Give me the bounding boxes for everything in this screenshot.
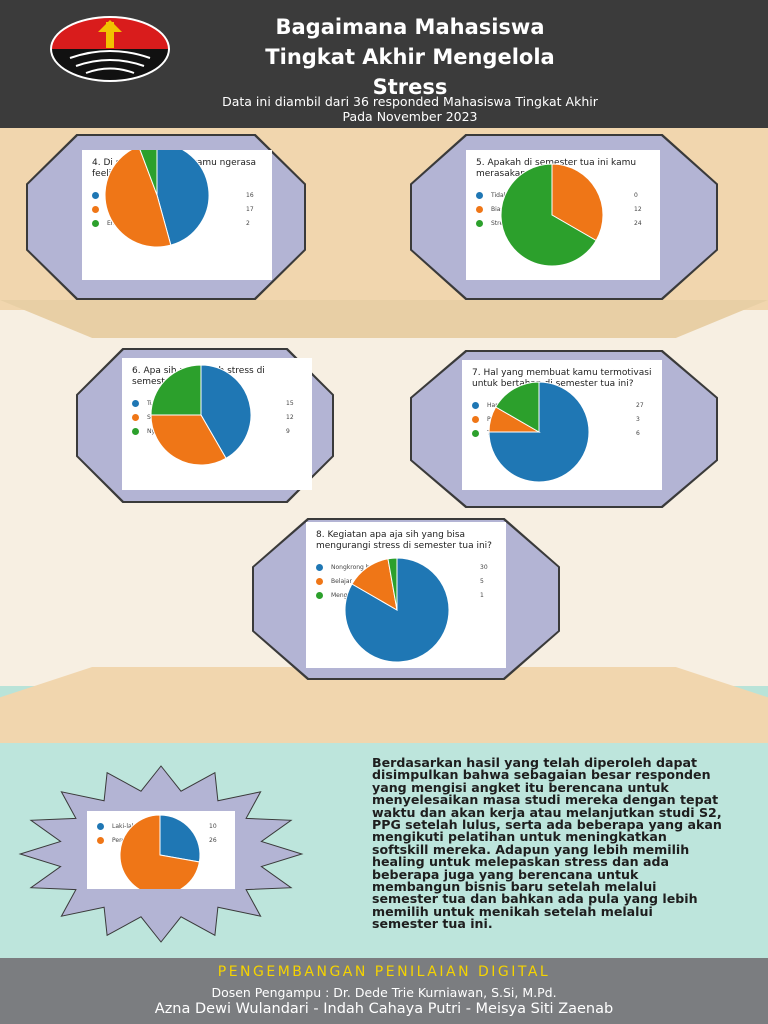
legend-item: Partner belajar dan besti dong 3 — [472, 412, 652, 426]
legend-label: Teman hidup masa depan — [487, 429, 565, 437]
legend-dot-icon — [97, 836, 104, 844]
legend-label: Partner belajar dan besti dong — [487, 415, 579, 423]
legend-item: Nyambil kerja nih jadi ketetera... 9 — [132, 424, 302, 438]
legend-label: Belajar dan ikut berbagai kegi... — [331, 577, 427, 585]
legend-label: Laki-laki — [112, 822, 137, 830]
legend-item: Tugasnya banyak banget dan ... 15 — [132, 396, 302, 410]
university-logo-icon — [50, 16, 170, 82]
legend-label: Nongkrong bareng teman — [331, 563, 409, 571]
legend-item: Perempuan 26 — [97, 833, 225, 847]
legend-dot-icon — [316, 563, 323, 571]
chart-card-5: 5. Apakah di semester tua ini kamu meras… — [466, 150, 660, 280]
legend-dot-icon — [92, 205, 99, 213]
legend-value: 12 — [286, 413, 294, 421]
legend-value: 10 — [209, 822, 217, 830]
legend-label: Tugasnya banyak banget dan ... — [147, 399, 243, 407]
legend-label: Iya niih:( — [107, 191, 134, 199]
legend-item: Sambil ngerjain skripsi dong h... 12 — [132, 410, 302, 424]
title-line: Tingkat Akhir Mengelola — [265, 45, 555, 69]
legend-item: Harapan orangtua 27 — [472, 398, 652, 412]
legend-dot-icon — [132, 399, 139, 407]
chart-question: 6. Apa sih penyebab stress di semester t… — [132, 366, 265, 387]
legend-label: Engga tuh — [107, 219, 138, 227]
legend-value: 17 — [246, 205, 254, 213]
legend-value: 1 — [480, 591, 484, 599]
legend-item: Belajar dan ikut berbagai kegi... 5 — [316, 574, 496, 588]
footer — [0, 958, 768, 1024]
legend-dot-icon — [92, 219, 99, 227]
legend-dot-icon — [92, 191, 99, 199]
footer-lecturer: Dosen Pengampu : Dr. Dede Trie Kurniawan… — [211, 985, 557, 1000]
footer-title: PENGEMBANGAN PENILAIAN DIGITAL — [217, 964, 551, 980]
legend-value: 27 — [636, 401, 644, 409]
legend-item: Teman hidup masa depan 6 — [472, 426, 652, 440]
legend-label: Perempuan — [112, 836, 147, 844]
legend-item: Biasa aja ko:) 17 — [92, 202, 262, 216]
legend-value: 9 — [286, 427, 290, 435]
legend-dot-icon — [97, 822, 104, 830]
chart-card-6: 6. Apa sih penyebab stress di semester t… — [122, 358, 312, 490]
legend-value: 2 — [246, 219, 250, 227]
legend-item: Laki-laki 10 — [97, 819, 225, 833]
legend-item: Stress bangettt 24 — [476, 216, 650, 230]
legend-dot-icon — [316, 591, 323, 599]
legend-label: Biasa aja sih — [491, 205, 529, 213]
legend-dot-icon — [472, 429, 479, 437]
legend-dot-icon — [316, 577, 323, 585]
legend-label: Mengikuti event atau mengik... — [331, 591, 425, 599]
legend-dot-icon — [472, 401, 479, 409]
page-title: Bagaimana Mahasiswa Tingkat Akhir Mengel… — [180, 12, 640, 102]
legend-label: Stress bangettt — [491, 219, 538, 227]
legend-dot-icon — [476, 205, 483, 213]
legend-value: 30 — [480, 563, 488, 571]
legend-item: Iya niih:( 16 — [92, 188, 262, 202]
legend-value: 26 — [209, 836, 217, 844]
legend-label: Harapan orangtua — [487, 401, 542, 409]
legend-item: Nongkrong bareng teman 30 — [316, 560, 496, 574]
legend-label: Biasa aja ko:) — [107, 205, 148, 213]
legend-dot-icon — [132, 427, 139, 435]
legend-item: Tidak tuh 0 — [476, 188, 650, 202]
legend-label: Tidak tuh — [491, 191, 519, 199]
legend-item: Engga tuh 2 — [92, 216, 262, 230]
title-line: Stress — [372, 75, 448, 99]
chart-question: 7. Hal yang membuat kamu termotivasi unt… — [472, 368, 652, 389]
legend-item: Mengikuti event atau mengik... 1 — [316, 588, 496, 602]
subtitle-line: Data ini diambil dari 36 responded Mahas… — [222, 94, 598, 109]
legend-value: 12 — [634, 205, 642, 213]
chart-card-7: 7. Hal yang membuat kamu termotivasi unt… — [462, 360, 662, 490]
legend-value: 5 — [480, 577, 484, 585]
legend-value: 15 — [286, 399, 294, 407]
chart-card-4: 4. Di semester tua ini kamu ngerasa feel… — [82, 150, 272, 280]
legend-value: 6 — [636, 429, 640, 437]
subtitle-line: Pada November 2023 — [342, 109, 478, 124]
page-subtitle: Data ini diambil dari 36 responded Mahas… — [140, 94, 680, 124]
footer-authors: Azna Dewi Wulandari - Indah Cahaya Putri… — [154, 1001, 614, 1017]
legend-item: Biasa aja sih 12 — [476, 202, 650, 216]
legend-value: 0 — [634, 191, 638, 199]
legend-dot-icon — [476, 219, 483, 227]
legend-dot-icon — [472, 415, 479, 423]
legend-label: Nyambil kerja nih jadi ketetera... — [147, 427, 246, 435]
legend-dot-icon — [476, 191, 483, 199]
legend-dot-icon — [132, 413, 139, 421]
legend-value: 16 — [246, 191, 254, 199]
title-line: Bagaimana Mahasiswa — [275, 15, 545, 39]
conclusion-text: Berdasarkan hasil yang telah diperoleh d… — [372, 755, 722, 932]
chart-question: 8. Kegiatan apa aja sih yang bisa mengur… — [316, 530, 492, 551]
shelf-1 — [0, 300, 768, 338]
legend-value: 3 — [636, 415, 640, 423]
chart-question: 5. Apakah di semester tua ini kamu meras… — [476, 158, 637, 179]
chart-card-gender: Laki-laki 10 Perempuan 26 — [87, 811, 235, 889]
legend-value: 24 — [634, 219, 642, 227]
legend-label: Sambil ngerjain skripsi dong h... — [147, 413, 244, 421]
chart-question: 4. Di semester tua ini kamu ngerasa feel… — [92, 158, 257, 179]
chart-card-8: 8. Kegiatan apa aja sih yang bisa mengur… — [306, 522, 506, 668]
